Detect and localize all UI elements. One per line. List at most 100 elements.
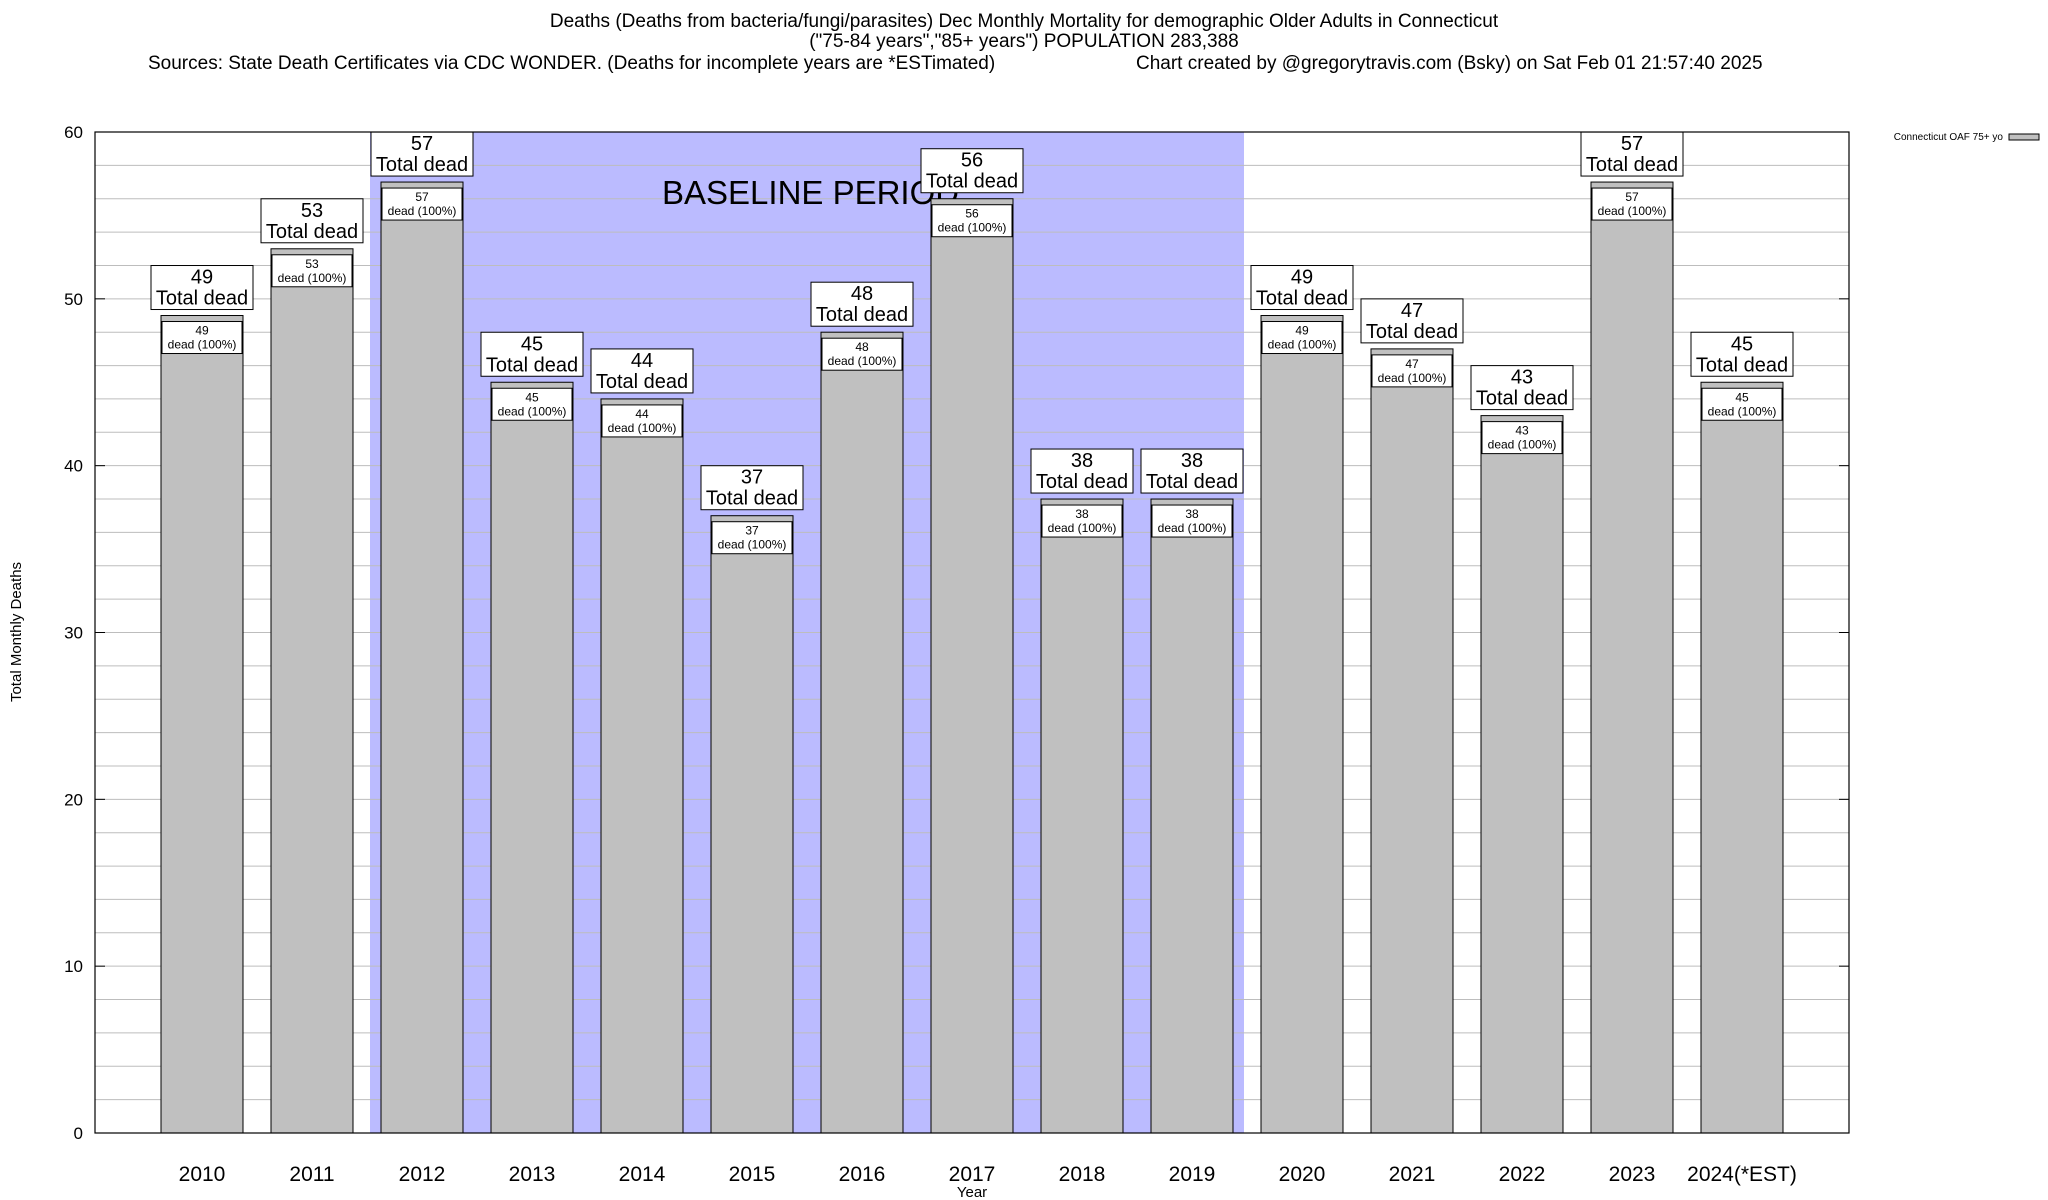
bar-top-label-box bbox=[260, 198, 364, 244]
bar-value-label: 49 bbox=[1291, 267, 1313, 289]
bar-inner-value: 38 bbox=[1185, 507, 1199, 521]
bar-value-label: 45 bbox=[521, 333, 543, 355]
bar-value-label: 37 bbox=[741, 467, 763, 489]
bar-value-label: 53 bbox=[301, 200, 323, 222]
bar-inner-value: 57 bbox=[415, 190, 429, 204]
bar-inner-label: dead (100%) bbox=[828, 354, 897, 368]
x-tick-label: 2023 bbox=[1609, 1163, 1656, 1186]
y-tick-label: 40 bbox=[64, 457, 83, 476]
bar-top-label: Total dead bbox=[926, 171, 1018, 193]
x-tick-label: 2013 bbox=[509, 1163, 556, 1186]
x-tick-label: 2014 bbox=[619, 1163, 666, 1186]
bar bbox=[820, 331, 904, 1134]
bar-value-label: 48 bbox=[851, 283, 873, 305]
bar-top-label-box bbox=[920, 148, 1024, 194]
bar-top-label: Total dead bbox=[1366, 321, 1458, 343]
x-tick-label: 2017 bbox=[949, 1163, 996, 1186]
y-tick-label: 50 bbox=[64, 290, 83, 309]
bar-inner-label-box bbox=[1261, 321, 1343, 355]
bar-inner-label: dead (100%) bbox=[1708, 404, 1777, 418]
bar-top-label-box bbox=[1690, 331, 1794, 377]
bar-inner-label-box bbox=[1151, 504, 1233, 538]
bar-inner-label-box bbox=[1591, 187, 1673, 221]
bar-inner-label: dead (100%) bbox=[1488, 438, 1557, 452]
bar-inner-label: dead (100%) bbox=[388, 204, 457, 218]
bar-inner-value: 43 bbox=[1515, 424, 1529, 438]
bar bbox=[600, 398, 684, 1134]
bar-inner-label: dead (100%) bbox=[608, 421, 677, 435]
x-axis-label: Year bbox=[957, 1184, 987, 1200]
x-tick-label: 2011 bbox=[289, 1163, 334, 1186]
bar-value-label: 57 bbox=[411, 133, 433, 155]
chart-credit: Chart created by @gregorytravis.com (Bsk… bbox=[1136, 53, 1763, 74]
bar-inner-label-box bbox=[1701, 387, 1783, 421]
bar bbox=[1150, 498, 1234, 1134]
y-tick-label: 30 bbox=[64, 624, 83, 643]
bar-inner-value: 49 bbox=[1295, 324, 1309, 338]
y-tick-label: 0 bbox=[74, 1124, 83, 1143]
chart-title: Deaths (Deaths from bacteria/fungi/paras… bbox=[549, 11, 1499, 32]
bar-top-label: Total dead bbox=[376, 154, 468, 176]
bar-top-label: Total dead bbox=[1146, 471, 1238, 493]
x-tick-label: 2016 bbox=[839, 1163, 886, 1186]
bar bbox=[1040, 498, 1124, 1134]
x-tick-label: 2018 bbox=[1059, 1163, 1106, 1186]
x-tick-label: 2012 bbox=[399, 1163, 446, 1186]
bar-inner-label-box bbox=[381, 187, 463, 221]
bar-top-label-box bbox=[1580, 131, 1684, 177]
bar bbox=[930, 198, 1014, 1134]
bar-inner-value: 45 bbox=[525, 390, 539, 404]
bar-top-label: Total dead bbox=[596, 371, 688, 393]
bar-top-label-box bbox=[370, 131, 474, 177]
bar-value-label: 47 bbox=[1401, 300, 1423, 322]
bar-inner-label-box bbox=[1481, 421, 1563, 455]
bar bbox=[270, 248, 354, 1134]
bar-value-label: 49 bbox=[191, 267, 213, 289]
y-tick-label: 10 bbox=[64, 957, 83, 976]
bar-top-label-box bbox=[810, 281, 914, 327]
bar-top-label-box bbox=[1250, 265, 1354, 311]
bar bbox=[1590, 181, 1674, 1134]
y-tick-label: 20 bbox=[64, 790, 83, 809]
bar-inner-value: 48 bbox=[855, 340, 869, 354]
bar-value-label: 45 bbox=[1731, 333, 1753, 355]
bar-top-label: Total dead bbox=[486, 354, 578, 376]
bar-inner-label: dead (100%) bbox=[1268, 338, 1337, 352]
bar-top-label-box bbox=[1140, 448, 1244, 494]
bar-top-label-box bbox=[700, 465, 804, 511]
x-tick-label: 2024(*EST) bbox=[1687, 1163, 1797, 1186]
bar-value-label: 56 bbox=[961, 150, 983, 172]
bar-inner-value: 45 bbox=[1735, 390, 1749, 404]
bar-top-label: Total dead bbox=[266, 221, 358, 243]
bar-inner-value: 56 bbox=[965, 207, 979, 221]
bar-value-label: 38 bbox=[1071, 450, 1093, 472]
x-tick-label: 2021 bbox=[1389, 1163, 1436, 1186]
bar-top-label-box bbox=[150, 265, 254, 311]
bar-top-label: Total dead bbox=[706, 488, 798, 510]
baseline-period-label: BASELINE PERIOD bbox=[662, 174, 959, 211]
y-axis-label: Total Monthly Deaths bbox=[8, 562, 25, 702]
x-tick-label: 2019 bbox=[1169, 1163, 1216, 1186]
legend-swatch bbox=[2008, 133, 2040, 141]
bar-inner-label: dead (100%) bbox=[498, 404, 567, 418]
y-tick-label: 60 bbox=[64, 123, 83, 142]
x-tick-label: 2010 bbox=[179, 1163, 226, 1186]
bar-value-label: 57 bbox=[1621, 133, 1643, 155]
chart-subtitle: ("75-84 years","85+ years") POPULATION 2… bbox=[809, 31, 1239, 52]
bar bbox=[490, 381, 574, 1134]
bar-top-label: Total dead bbox=[816, 304, 908, 326]
bar bbox=[1260, 315, 1344, 1134]
bar-inner-label-box bbox=[711, 521, 793, 555]
bar-top-label-box bbox=[1470, 365, 1574, 411]
chart-title-block: Deaths (Deaths from bacteria/fungi/paras… bbox=[0, 12, 2048, 52]
bar-inner-label: dead (100%) bbox=[938, 221, 1007, 235]
chart-sources: Sources: State Death Certificates via CD… bbox=[148, 53, 996, 74]
bar-inner-label: dead (100%) bbox=[1598, 204, 1667, 218]
bar-inner-label-box bbox=[1041, 504, 1123, 538]
bar-inner-label: dead (100%) bbox=[718, 538, 787, 552]
bar-inner-value: 37 bbox=[745, 524, 759, 538]
x-tick-label: 2020 bbox=[1279, 1163, 1326, 1186]
bar-inner-label-box bbox=[271, 254, 353, 288]
bar-inner-label-box bbox=[931, 204, 1013, 238]
